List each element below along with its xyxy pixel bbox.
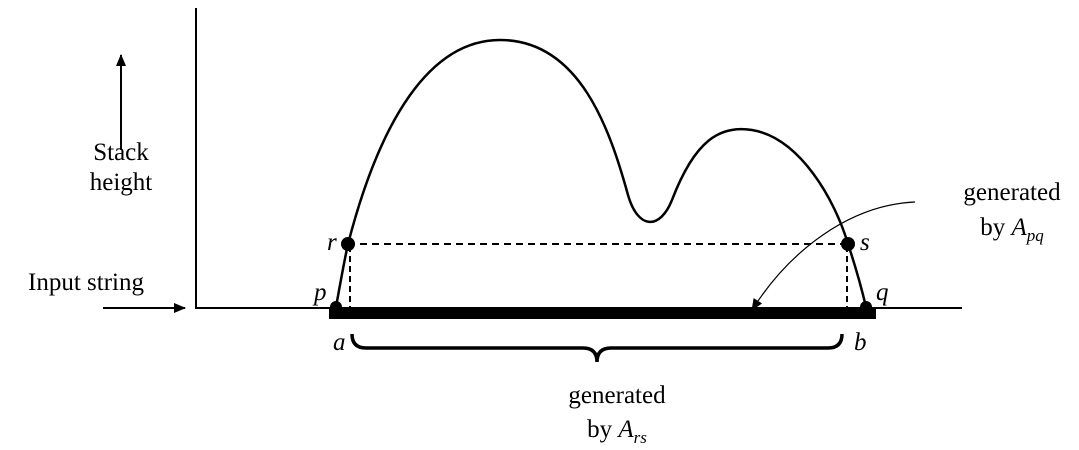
point-q: [860, 301, 872, 313]
annotation-pq-line2: by Apq: [980, 214, 1044, 245]
annotation-pq-line1: generated: [963, 179, 1061, 206]
brace: [350, 333, 844, 363]
label-a: a: [333, 329, 346, 356]
annotation-arrow: [751, 201, 916, 311]
stack-curve: [334, 38, 868, 308]
point-p: [330, 301, 342, 313]
annotation-rs-line2: by Ars: [587, 416, 647, 447]
label-b: b: [854, 329, 867, 356]
stack-label: Stack: [93, 139, 149, 166]
input-label: Input string: [28, 269, 144, 296]
label-p: p: [312, 279, 327, 306]
input-bar: [329, 308, 876, 319]
label-q: q: [876, 279, 889, 306]
height-label: height: [90, 169, 153, 196]
annotation-rs-line1: generated: [568, 382, 666, 409]
point-r: [341, 237, 355, 251]
point-s: [841, 237, 855, 251]
label-r: r: [327, 229, 337, 256]
label-s: s: [860, 229, 870, 256]
